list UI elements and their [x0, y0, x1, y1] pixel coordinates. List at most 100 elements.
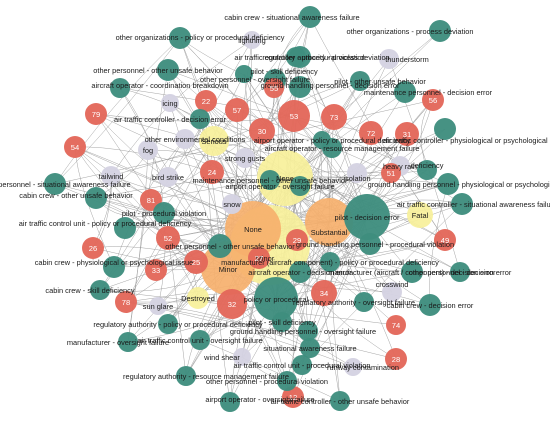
node-event[interactable]	[278, 100, 310, 132]
node-condition[interactable]	[101, 166, 121, 186]
node-condition[interactable]	[347, 163, 367, 183]
node-factor[interactable]	[300, 338, 320, 358]
node-factor[interactable]	[286, 47, 306, 67]
node-label: other personnel - situational awareness …	[0, 180, 131, 189]
node-factor[interactable]	[169, 27, 191, 49]
node-factor[interactable]	[419, 294, 441, 316]
node-factor[interactable]	[320, 252, 340, 272]
node-factor[interactable]	[292, 355, 312, 375]
node-condition[interactable]	[161, 94, 179, 112]
node-event[interactable]	[422, 89, 444, 111]
node-event[interactable]	[359, 121, 383, 145]
node-factor[interactable]	[359, 233, 381, 255]
node-condition[interactable]	[222, 194, 242, 214]
node-condition[interactable]	[149, 297, 167, 315]
node-factor[interactable]	[451, 193, 473, 215]
node-event[interactable]	[286, 229, 308, 251]
node-event[interactable]	[381, 163, 401, 183]
node-condition[interactable]	[158, 167, 178, 187]
node-factor[interactable]	[90, 280, 110, 300]
node-event[interactable]	[249, 118, 275, 144]
node-factor[interactable]	[437, 173, 459, 195]
node-factor[interactable]	[401, 261, 423, 283]
node-factor[interactable]	[289, 76, 311, 98]
node-label: 24	[208, 168, 216, 177]
node-severity[interactable]	[225, 201, 281, 257]
node-event[interactable]	[195, 90, 217, 112]
node-factor[interactable]	[235, 65, 253, 83]
node-factor[interactable]	[118, 332, 138, 352]
node-factor[interactable]	[260, 170, 280, 190]
node-outcome[interactable]	[407, 202, 433, 228]
node-event[interactable]	[184, 250, 208, 274]
node-event[interactable]	[85, 103, 107, 125]
node-factor[interactable]	[277, 371, 297, 391]
node-severity[interactable]	[305, 198, 353, 246]
node-condition[interactable]	[138, 140, 158, 160]
node-factor[interactable]	[176, 366, 196, 386]
node-event[interactable]	[115, 291, 137, 313]
node-event[interactable]	[311, 280, 337, 306]
node-factor[interactable]	[208, 234, 232, 258]
node-layer	[44, 6, 473, 412]
node-factor[interactable]	[157, 59, 179, 81]
node-condition[interactable]	[175, 129, 195, 149]
node-event[interactable]	[434, 229, 456, 251]
node-outcome[interactable]	[187, 287, 209, 309]
node-condition[interactable]	[243, 31, 261, 49]
node-factor[interactable]	[190, 330, 210, 350]
node-event[interactable]	[264, 78, 284, 98]
node-factor[interactable]	[354, 292, 374, 312]
node-event[interactable]	[145, 259, 167, 281]
node-condition[interactable]	[382, 282, 402, 302]
node-factor[interactable]	[344, 194, 390, 240]
node-factor[interactable]	[44, 173, 66, 195]
node-factor[interactable]	[190, 109, 210, 129]
node-factor[interactable]	[85, 187, 107, 209]
edge	[281, 58, 390, 323]
node-factor[interactable]	[298, 321, 318, 341]
node-label: situational awareness failure	[263, 344, 356, 353]
node-factor[interactable]	[254, 277, 298, 321]
node-outcome[interactable]	[199, 126, 229, 156]
node-factor[interactable]	[417, 160, 437, 180]
node-label: regulatory authority - oversight failure	[293, 298, 415, 307]
node-factor[interactable]	[429, 20, 451, 42]
node-event[interactable]	[225, 98, 249, 122]
node-factor[interactable]	[450, 262, 470, 282]
node-event[interactable]	[395, 122, 419, 146]
node-factor[interactable]	[158, 314, 178, 334]
node-condition[interactable]	[235, 148, 255, 168]
node-factor[interactable]	[299, 6, 321, 28]
node-event[interactable]	[217, 289, 247, 319]
node-event[interactable]	[64, 136, 86, 158]
node-event[interactable]	[156, 226, 180, 250]
label-layer: cabin crew - situational awareness failu…	[0, 13, 550, 406]
node-event[interactable]	[282, 386, 304, 408]
node-factor[interactable]	[313, 131, 331, 149]
node-event[interactable]	[385, 348, 407, 370]
node-event[interactable]	[386, 315, 406, 335]
node-factor[interactable]	[290, 176, 310, 196]
node-label: other personnel - decision error	[409, 268, 512, 277]
node-factor[interactable]	[330, 391, 350, 411]
node-factor[interactable]	[289, 261, 311, 283]
node-event[interactable]	[82, 237, 104, 259]
node-factor[interactable]	[350, 71, 370, 91]
edge	[199, 339, 341, 402]
node-event[interactable]	[321, 104, 347, 130]
node-factor[interactable]	[153, 202, 175, 224]
node-condition[interactable]	[233, 348, 251, 366]
node-label: Minor	[219, 265, 238, 274]
node-factor[interactable]	[434, 118, 456, 140]
node-factor[interactable]	[110, 78, 130, 98]
node-event[interactable]	[200, 160, 224, 184]
node-condition[interactable]	[344, 358, 362, 376]
node-event[interactable]	[248, 247, 270, 269]
node-condition[interactable]	[379, 49, 399, 69]
node-factor[interactable]	[272, 312, 292, 332]
node-factor[interactable]	[394, 81, 416, 103]
node-factor[interactable]	[103, 256, 125, 278]
node-factor[interactable]	[114, 217, 136, 239]
node-factor[interactable]	[220, 392, 240, 412]
